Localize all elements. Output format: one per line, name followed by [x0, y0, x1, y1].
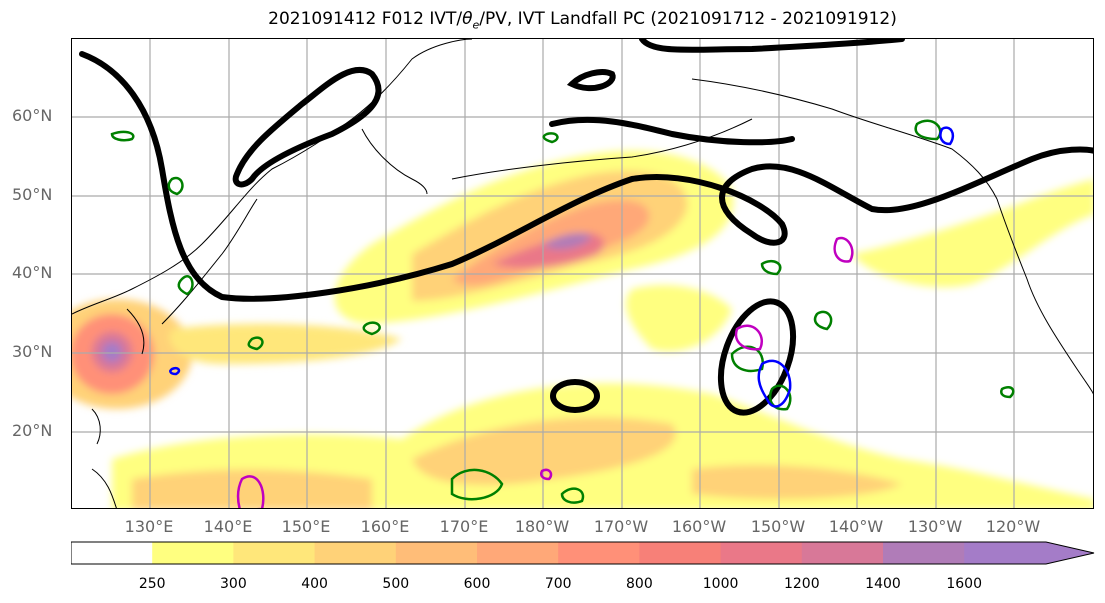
ivt-band-ne-pacific — [852, 179, 1093, 288]
coast-asia-east — [72, 39, 473, 315]
pc-contour-north — [232, 66, 382, 188]
colorbar-tick-label: 700 — [544, 576, 572, 592]
lon-label-160w: 160°W — [671, 517, 727, 536]
ivt-core — [542, 233, 592, 250]
colorbar-segment-250 — [152, 542, 234, 564]
lon-label-120w: 120°W — [985, 517, 1041, 536]
pc-contour-arctic — [639, 39, 905, 53]
lon-label-140e: 140°E — [203, 517, 253, 536]
ivt-band-30n — [169, 323, 402, 364]
ivt-band-tropics-4 — [692, 464, 902, 500]
colorbar-tick-label: 400 — [301, 576, 328, 592]
lon-label-150e: 150°E — [281, 517, 331, 536]
colorbar-segment-1000 — [720, 542, 803, 564]
colorbar-tick-label: 1600 — [946, 576, 983, 592]
lon-label-170w: 170°W — [593, 517, 649, 536]
colorbar-tick-label: 1000 — [702, 576, 739, 592]
colorbar-segment-500 — [395, 542, 478, 564]
colorbar-outline — [71, 541, 1095, 565]
colorbar-tick-label: 250 — [138, 576, 166, 592]
coast-japan — [161, 198, 258, 325]
colorbar-segment-below — [71, 542, 153, 564]
colorbar-segment-300 — [233, 542, 316, 564]
lon-label-130w: 130°W — [907, 517, 963, 536]
map-canvas — [72, 39, 1093, 508]
colorbar-segments — [71, 542, 1094, 564]
lon-label-160e: 160°E — [360, 517, 410, 536]
colorbar — [71, 541, 1095, 565]
pc-contour-bering — [549, 116, 795, 146]
coast-alaska — [691, 78, 998, 200]
colorbar-tick-label: 300 — [220, 576, 247, 592]
coast-aleutians — [451, 118, 753, 180]
lon-label-170e: 170°E — [439, 517, 489, 536]
coastlines — [72, 39, 1093, 508]
coast-korea — [126, 308, 145, 355]
colorbar-segment-1400 — [883, 542, 965, 564]
pc-contour-alaska — [566, 69, 616, 92]
coast-taiwan — [91, 408, 101, 445]
pc-contour-small — [550, 379, 600, 413]
lon-label-140w: 140°W — [828, 517, 884, 536]
lon-label-150w: 150°W — [750, 517, 806, 536]
lon-label-130e: 130°E — [124, 517, 174, 536]
lat-label-60n: 60°N — [12, 106, 53, 125]
coast-north-america — [996, 198, 1093, 395]
coast-philippines — [91, 468, 117, 508]
ivt-typhoon-core — [102, 342, 122, 362]
colorbar-segment-600 — [477, 542, 559, 564]
map-panel — [71, 38, 1094, 509]
pc-contour-subtropical — [717, 298, 797, 416]
colorbar-tick-label: 1400 — [865, 576, 901, 592]
colorbar-segment-1600 — [964, 542, 1094, 564]
lat-label-20n: 20°N — [12, 421, 53, 440]
colorbar-tick-label: 500 — [382, 576, 410, 592]
pv-contours — [169, 126, 955, 508]
ivt-band-east — [625, 285, 732, 352]
coast-kamchatka — [361, 128, 428, 195]
lat-label-50n: 50°N — [12, 185, 53, 204]
chart-title: 2021091412 F012 IVT/θe/PV, IVT Landfall … — [268, 9, 897, 32]
ivt-shading — [72, 150, 1093, 508]
lat-label-30n: 30°N — [12, 342, 53, 361]
pc-contours — [79, 39, 1093, 416]
colorbar-segment-700 — [558, 542, 640, 564]
colorbar-segment-1200 — [801, 542, 884, 564]
colorbar-tick-label: 1200 — [783, 576, 820, 592]
colorbar-tick-label: 800 — [626, 576, 653, 592]
ivt-band-tropics-2 — [132, 469, 372, 508]
lat-label-40n: 40°N — [12, 263, 53, 282]
lon-label-180w: 180°W — [514, 517, 570, 536]
theta-e-contours — [110, 119, 1015, 504]
pc-contour-main — [79, 51, 1093, 302]
colorbar-segment-800 — [639, 542, 722, 564]
ivt-band-tropics-3 — [412, 417, 676, 485]
colorbar-tick-label: 600 — [463, 576, 491, 592]
colorbar-segment-400 — [314, 542, 397, 564]
